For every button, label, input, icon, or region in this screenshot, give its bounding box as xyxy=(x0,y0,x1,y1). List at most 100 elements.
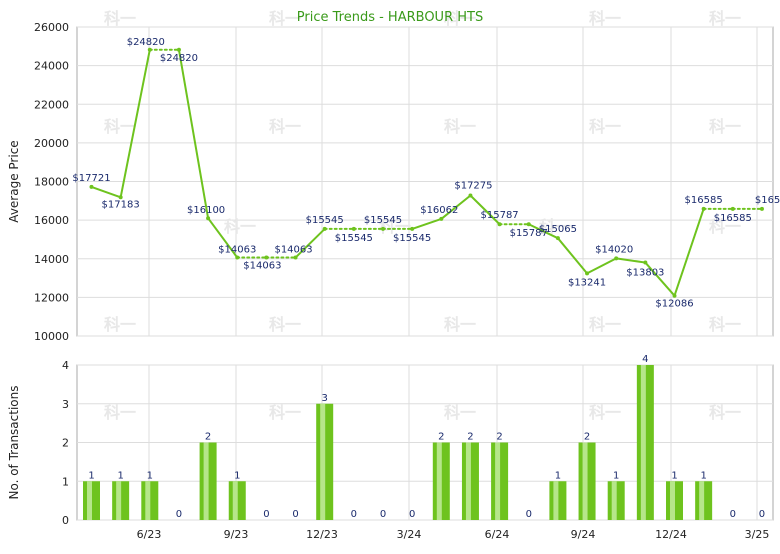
watermark-text: 科一 xyxy=(104,9,136,28)
watermark-text: 科一 xyxy=(589,315,621,334)
watermark-text: 科一 xyxy=(589,9,621,28)
transaction-count-label: 0 xyxy=(380,509,386,520)
price-point xyxy=(672,293,677,298)
transaction-count-label: 0 xyxy=(351,509,357,520)
transaction-count-label: 0 xyxy=(730,509,736,520)
transaction-count-label: 0 xyxy=(263,509,269,520)
transaction-count-label: 1 xyxy=(613,470,619,481)
transaction-bar-highlight xyxy=(611,481,617,520)
watermark-text: 科一 xyxy=(269,9,301,28)
transaction-count-label: 2 xyxy=(467,432,473,443)
price-point xyxy=(118,195,123,200)
price-point xyxy=(381,226,385,231)
transaction-count-label: 0 xyxy=(409,509,415,520)
x-tick-label: 12/23 xyxy=(306,528,338,541)
transaction-bar-highlight xyxy=(670,481,675,520)
price-y-tick-label: 20000 xyxy=(34,137,69,150)
price-point xyxy=(643,260,648,265)
transaction-count-label: 1 xyxy=(88,470,94,481)
transactions-y-axis-title: No. of Transactions xyxy=(7,385,21,499)
price-point xyxy=(264,255,269,260)
price-line-segment xyxy=(527,223,559,240)
transaction-bar-highlight xyxy=(87,481,92,520)
transactions-y-tick-label: 2 xyxy=(62,437,69,450)
x-tick-label: 3/25 xyxy=(745,528,770,541)
transaction-bar-highlight xyxy=(145,481,151,520)
watermark-text: 科一 xyxy=(709,117,741,136)
x-tick-label: 9/24 xyxy=(571,528,596,541)
price-data-label: $17183 xyxy=(102,199,140,210)
price-y-tick-label: 14000 xyxy=(34,253,69,266)
price-data-label: $14020 xyxy=(595,244,633,255)
x-tick-label: 6/23 xyxy=(137,528,162,541)
transaction-count-label: 1 xyxy=(700,470,706,481)
price-point xyxy=(235,255,240,260)
transaction-count-label: 1 xyxy=(147,470,153,481)
transaction-count-label: 1 xyxy=(234,470,240,481)
transactions-y-tick-label: 4 xyxy=(62,359,69,372)
transaction-count-label: 1 xyxy=(117,470,123,481)
price-line-segment xyxy=(294,227,326,259)
price-data-label: $15787 xyxy=(510,228,548,239)
price-line-segment xyxy=(556,237,589,275)
watermark-text: 科一 xyxy=(444,9,476,28)
price-point xyxy=(555,236,560,241)
price-point xyxy=(351,226,356,231)
transaction-count-label: 2 xyxy=(438,432,444,443)
transaction-bar-highlight xyxy=(582,442,588,520)
x-tick-label: 12/24 xyxy=(655,528,687,541)
price-point xyxy=(614,256,619,261)
price-data-label: $24820 xyxy=(127,37,165,48)
price-data-label: $15545 xyxy=(306,215,344,226)
transaction-count-label: 0 xyxy=(176,509,182,520)
watermark-text: 科一 xyxy=(444,117,476,136)
price-data-label: $17275 xyxy=(454,181,492,192)
transaction-count-label: 3 xyxy=(322,393,328,404)
transactions-y-tick-label: 3 xyxy=(62,398,69,411)
x-tick-label: 9/23 xyxy=(224,528,249,541)
price-data-label: $15545 xyxy=(393,233,431,244)
price-data-label: $16585 xyxy=(714,213,752,224)
price-data-label: $15065 xyxy=(539,224,577,235)
transaction-bar-highlight xyxy=(320,403,326,520)
transaction-count-label: 2 xyxy=(496,432,502,443)
price-data-label: $16062 xyxy=(420,205,458,216)
watermark-text: 科一 xyxy=(444,403,476,422)
watermark-text: 科一 xyxy=(269,315,301,334)
price-point xyxy=(585,271,590,276)
transactions-y-tick-label: 1 xyxy=(62,475,69,488)
price-point xyxy=(730,206,735,211)
price-point xyxy=(439,216,444,221)
watermark-text: 科一 xyxy=(709,403,741,422)
watermark-text: 科一 xyxy=(269,117,301,136)
price-line-segment xyxy=(469,194,501,226)
price-data-label: $17721 xyxy=(72,173,110,184)
price-data-label: $15545 xyxy=(364,215,402,226)
price-data-label: $13803 xyxy=(626,268,664,279)
price-line-segment xyxy=(644,261,676,297)
price-line-segment xyxy=(177,48,210,220)
price-line-segment xyxy=(615,257,647,264)
price-data-label: $15787 xyxy=(481,210,519,221)
price-point xyxy=(468,193,473,198)
transactions-y-tick-label: 0 xyxy=(62,514,69,527)
price-line-segment xyxy=(586,257,618,275)
price-point xyxy=(410,226,415,231)
watermark-text: 科一 xyxy=(709,9,741,28)
watermark-text: 科一 xyxy=(709,217,741,236)
x-tick-label: 3/24 xyxy=(397,528,422,541)
price-line-segment xyxy=(90,185,122,199)
x-tick-label: 6/24 xyxy=(485,528,510,541)
price-point xyxy=(322,226,327,231)
price-data-label: $16585 xyxy=(685,195,723,206)
transaction-bar-highlight xyxy=(116,481,122,520)
transaction-bar-highlight xyxy=(495,442,501,520)
price-y-tick-label: 10000 xyxy=(34,330,69,343)
price-line-segment xyxy=(440,194,472,220)
price-point xyxy=(89,184,94,189)
price-point xyxy=(759,206,764,211)
transaction-count-label: 2 xyxy=(584,432,590,443)
price-point xyxy=(497,222,502,227)
